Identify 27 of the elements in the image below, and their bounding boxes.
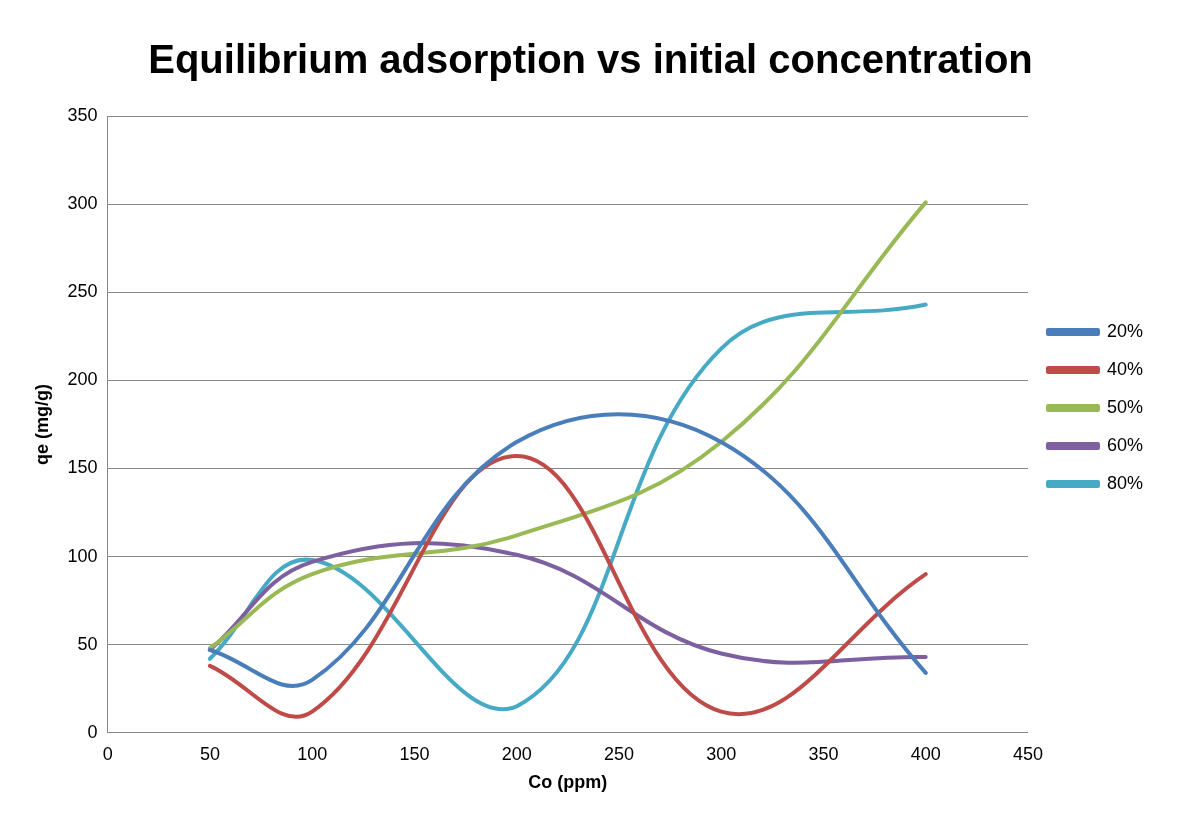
x-tick-label: 100 <box>297 743 328 764</box>
x-tick-label: 450 <box>1012 743 1043 764</box>
x-tick-label: 350 <box>808 743 839 764</box>
line-series <box>207 200 928 651</box>
legend-label: 80% <box>1106 472 1143 493</box>
y-tick-label: 200 <box>67 369 98 390</box>
legend-label: 60% <box>1106 434 1143 455</box>
x-tick-label: 250 <box>603 743 634 764</box>
y-tick-label: 250 <box>67 281 98 302</box>
x-axis-title: Co (ppm) <box>528 772 608 793</box>
y-tick-label: 50 <box>77 633 98 654</box>
y-tick-label: 150 <box>67 457 98 478</box>
y-tick-label: 100 <box>67 545 98 566</box>
legend-label: 20% <box>1106 320 1143 341</box>
legend-label: 40% <box>1106 358 1143 379</box>
x-tick-label: 200 <box>501 743 532 764</box>
y-tick-label: 300 <box>67 193 98 214</box>
x-tick-label: 50 <box>199 743 220 764</box>
y-tick-label: 0 <box>87 721 98 742</box>
x-tick-label: 150 <box>399 743 430 764</box>
chart-title: Equilibrium adsorption vs initial concentration <box>148 37 1033 82</box>
legend-label: 50% <box>1106 396 1143 417</box>
y-axis-title: qe (mg/g) <box>31 383 52 465</box>
x-tick-label: 300 <box>706 743 737 764</box>
y-tick-label: 350 <box>67 104 98 125</box>
x-tick-label: 400 <box>910 743 941 764</box>
x-tick-label: 0 <box>102 743 113 764</box>
